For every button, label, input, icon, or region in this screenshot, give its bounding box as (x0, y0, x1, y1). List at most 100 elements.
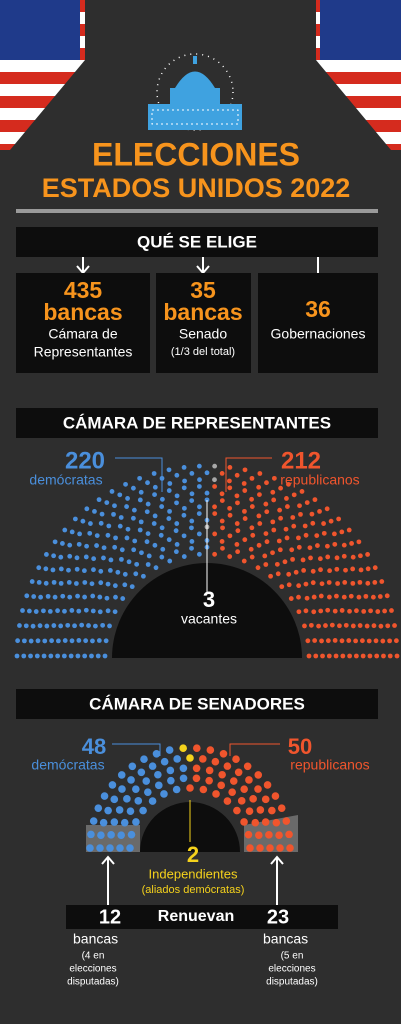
seat (134, 797, 143, 805)
seat (357, 623, 363, 628)
seat (41, 608, 46, 614)
seat (96, 497, 102, 503)
seat (111, 511, 116, 517)
seat (361, 609, 367, 614)
label: republicanos (280, 472, 359, 488)
seat (372, 580, 378, 585)
seat (107, 831, 115, 839)
seat (334, 555, 340, 561)
seat (118, 785, 126, 793)
seat (384, 593, 390, 599)
seat (237, 797, 246, 805)
seat (68, 653, 74, 659)
seat (219, 749, 228, 758)
seat (392, 623, 397, 628)
seat (314, 533, 320, 538)
seat (341, 553, 347, 559)
seat (387, 638, 392, 644)
seat (109, 489, 115, 494)
seat (205, 766, 214, 775)
seat (277, 804, 286, 812)
seat (357, 553, 363, 559)
seat (133, 571, 139, 577)
seat (296, 544, 302, 550)
seat (265, 831, 273, 839)
note: (1/3 del total) (171, 346, 235, 358)
seat (145, 562, 151, 567)
seat (234, 493, 240, 499)
seat (89, 653, 94, 659)
label: republicanos (290, 757, 369, 773)
seat (24, 593, 30, 599)
seat (103, 638, 109, 644)
seat (81, 568, 87, 574)
seat (83, 638, 89, 644)
seat (286, 582, 292, 588)
seat (58, 623, 64, 629)
seat (120, 818, 129, 827)
seat (276, 538, 282, 544)
unit: bancas (73, 931, 118, 947)
house-seats (14, 463, 400, 659)
seat (317, 509, 322, 514)
seat (371, 623, 377, 629)
seat (76, 638, 82, 643)
seat (166, 488, 172, 493)
seat (249, 554, 255, 560)
seat (212, 477, 217, 483)
seat (223, 762, 232, 770)
seat (21, 653, 27, 659)
seat (51, 553, 57, 559)
seat (189, 539, 195, 544)
section-title: CÁMARA DE SENADORES (89, 694, 305, 713)
seat (34, 653, 40, 659)
seat (227, 554, 233, 559)
seat (144, 788, 152, 796)
seat (172, 785, 181, 794)
seat (69, 638, 75, 644)
seat (165, 746, 174, 754)
seat (256, 844, 264, 852)
seat (271, 792, 280, 800)
seat (319, 638, 324, 644)
seat (58, 580, 64, 586)
seat (248, 546, 254, 552)
seat (243, 762, 252, 771)
seat (119, 556, 124, 562)
seat (102, 653, 108, 659)
seat (44, 552, 49, 557)
seat (249, 504, 255, 509)
seat (97, 831, 105, 839)
seat (91, 556, 97, 562)
seat (270, 489, 276, 495)
seat (311, 594, 317, 600)
seat (117, 492, 123, 498)
seat (122, 571, 128, 577)
seat (219, 491, 225, 497)
seat (310, 568, 316, 574)
seat (317, 556, 323, 562)
seat (73, 581, 79, 586)
section-bar (16, 408, 378, 438)
seat (92, 509, 97, 514)
seat (296, 594, 301, 600)
seat (100, 622, 106, 628)
seat (278, 515, 284, 521)
seat (379, 579, 385, 584)
seat (196, 511, 202, 516)
seat (350, 580, 356, 586)
seat (116, 844, 124, 852)
seat (263, 781, 272, 789)
seat (245, 776, 253, 784)
seat (132, 538, 138, 544)
seat (199, 785, 208, 794)
box (16, 273, 150, 373)
seat (189, 471, 195, 476)
seat (291, 523, 297, 529)
seat (197, 477, 202, 483)
senate-seats (86, 744, 294, 852)
seat (282, 559, 288, 565)
seat (228, 788, 236, 796)
seat (212, 484, 218, 489)
seat (106, 523, 112, 529)
